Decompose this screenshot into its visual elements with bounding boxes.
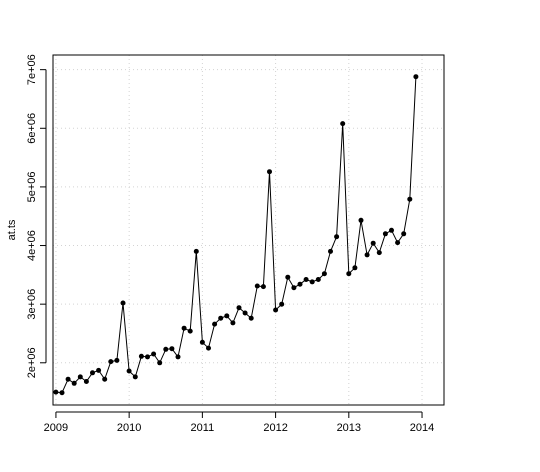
data-point (389, 227, 394, 233)
axes: 2009 2010 2011 2012 2013 2014 2e+06 3e+06 4e+06 5… (26, 54, 434, 434)
data-point (120, 300, 126, 306)
data-point (163, 346, 169, 352)
data-point (193, 248, 199, 254)
data-point (273, 307, 279, 313)
data-point (267, 169, 272, 175)
data-point (199, 339, 205, 345)
data-point (285, 274, 291, 280)
data-point (102, 376, 108, 382)
data-point (138, 353, 144, 359)
x-tick-label: 2013 (337, 422, 361, 434)
y-tick-label: 3e+06 (26, 289, 38, 320)
data-point (218, 315, 224, 321)
data-point (376, 250, 382, 256)
data-point (328, 248, 333, 254)
data-point (96, 367, 102, 373)
data-point (212, 321, 218, 327)
series-group (53, 74, 419, 396)
data-point (224, 313, 230, 319)
data-point (90, 370, 95, 376)
y-tick-label: 7e+06 (26, 54, 38, 85)
data-point (53, 389, 59, 395)
data-point (370, 240, 376, 246)
data-point (254, 283, 260, 289)
data-point (242, 310, 248, 316)
data-point (291, 285, 297, 291)
data-point (248, 315, 254, 321)
data-point (59, 390, 65, 396)
data-point (297, 281, 303, 287)
data-point (181, 325, 187, 331)
data-point (108, 359, 114, 365)
data-point (187, 328, 193, 334)
data-point (151, 351, 157, 357)
data-point (334, 234, 340, 240)
data-point (83, 379, 89, 384)
data-point (65, 376, 71, 382)
data-point (236, 305, 242, 311)
data-point (309, 279, 315, 285)
data-point (395, 240, 401, 246)
data-point (303, 277, 309, 282)
data-point (413, 74, 419, 80)
data-point (315, 277, 321, 282)
data-point (352, 265, 358, 271)
x-tick-label: 2011 (191, 422, 215, 434)
data-point (126, 368, 132, 374)
data-point (340, 121, 346, 127)
data-point (132, 374, 138, 380)
data-point (382, 231, 388, 237)
x-tick-label: 2012 (263, 422, 287, 434)
plot-frame (52, 54, 445, 406)
data-point (175, 354, 181, 360)
data-point (206, 345, 211, 351)
data-point (230, 320, 236, 326)
data-point (401, 231, 407, 237)
y-tick-label: 2e+06 (26, 347, 38, 378)
data-point (77, 374, 83, 380)
data-point (358, 217, 364, 223)
data-point (364, 252, 370, 258)
data-point (169, 346, 175, 352)
data-point (157, 360, 163, 366)
data-point (114, 357, 120, 363)
y-tick-label: 5e+06 (26, 171, 38, 202)
x-tick-label: 2009 (44, 422, 68, 434)
series-line (55, 76, 417, 394)
y-axis-title: at.ts (6, 219, 18, 240)
grid (53, 55, 444, 405)
data-point (71, 380, 77, 386)
x-tick-label: 2010 (117, 422, 141, 434)
y-tick-label: 4e+06 (26, 230, 38, 261)
data-point (279, 301, 285, 307)
data-point (145, 354, 150, 360)
y-tick-label: 6e+06 (26, 113, 38, 144)
data-point (407, 196, 413, 202)
data-point (346, 271, 352, 277)
data-point (260, 284, 266, 290)
data-point (321, 271, 327, 277)
x-tick-label: 2014 (410, 422, 434, 434)
